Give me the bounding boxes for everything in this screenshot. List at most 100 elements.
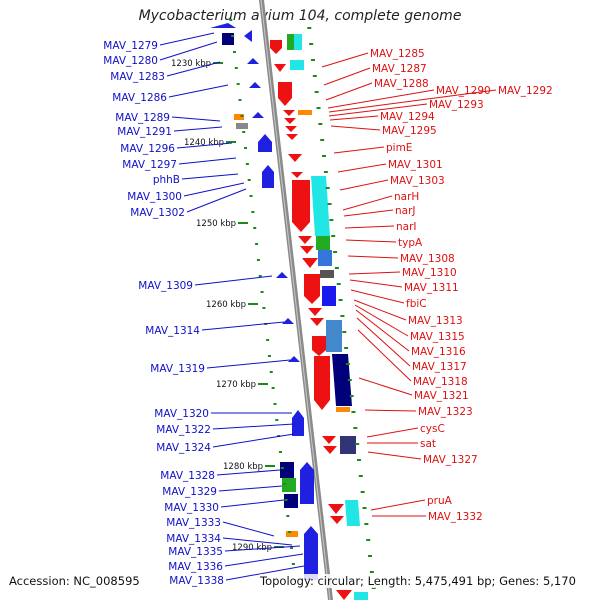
minus-gene-arrow: [247, 58, 259, 64]
gene-label[interactable]: MAV_1285: [370, 48, 425, 60]
plus-gene-arrow: [328, 504, 344, 514]
plus-gene-arrow: [314, 356, 330, 410]
gene-label[interactable]: MAV_1335: [168, 546, 223, 558]
gene-label[interactable]: MAV_1318: [413, 376, 468, 388]
accession-text: Accession: NC_008595: [9, 574, 140, 588]
gene-label[interactable]: MAV_1300: [127, 191, 182, 203]
gene-label[interactable]: pruA: [427, 495, 453, 507]
gene-label[interactable]: MAV_1308: [400, 253, 455, 265]
gene-label[interactable]: MAV_1314: [145, 325, 200, 337]
gene-leader-line: [171, 116, 221, 122]
plus-gene-arrow: [336, 590, 352, 600]
gene-label[interactable]: cysC: [420, 423, 445, 435]
gene-leader-line: [343, 209, 394, 217]
gene-label[interactable]: MAV_1287: [372, 63, 427, 75]
gene-label[interactable]: MAV_1296: [120, 143, 175, 155]
gene-leader-line: [350, 289, 405, 304]
gene-label[interactable]: MAV_1311: [404, 282, 459, 294]
gene-label[interactable]: MAV_1330: [164, 502, 219, 514]
gene-label[interactable]: MAV_1338: [169, 575, 224, 587]
gene-leader-line: [353, 299, 407, 321]
plus-strand-labels: MAV_1285 MAV_1287 MAV_1288 MAV_1290 MAV_1292…: [321, 48, 553, 523]
gene-label[interactable]: MAV_1289: [115, 112, 170, 124]
gene-leader-line: [321, 52, 369, 68]
plus-gene-block: [326, 320, 342, 352]
plus-gene-block: [316, 236, 330, 250]
gene-label[interactable]: MAV_1290: [436, 85, 491, 97]
gene-leader-line: [216, 469, 281, 476]
gene-label[interactable]: MAV_1320: [154, 408, 209, 420]
plus-gene-arrow: [322, 436, 336, 444]
gene-label[interactable]: MAV_1292: [498, 85, 553, 97]
gene-label[interactable]: MAV_1336: [168, 561, 223, 573]
gene-label[interactable]: MAV_1301: [388, 159, 443, 171]
minus-gene-arrow: [292, 410, 304, 436]
minus-gene-arrow: [244, 30, 252, 42]
gene-label[interactable]: MAV_1321: [414, 390, 469, 402]
gene-leader-line: [225, 565, 305, 581]
gene-label[interactable]: MAV_1283: [110, 71, 165, 83]
gene-label[interactable]: MAV_1295: [382, 125, 437, 137]
gene-leader-line: [194, 275, 273, 286]
plus-gene-arrow: [298, 236, 312, 244]
plus-gene-arrow: [285, 126, 297, 132]
gene-leader-line: [330, 125, 381, 131]
cyan-band-lower: [345, 500, 360, 526]
gene-label[interactable]: MAV_1315: [410, 331, 465, 343]
gene-label[interactable]: MAV_1322: [156, 424, 211, 436]
gene-label[interactable]: MAV_1323: [418, 406, 473, 418]
plus-gene-arrow: [312, 336, 326, 356]
gene-leader-line: [222, 521, 275, 537]
gene-label[interactable]: MAV_1316: [411, 346, 466, 358]
plus-gene-arrow: [288, 154, 302, 162]
gene-leader-line: [354, 304, 409, 337]
plus-gene-arrow: [283, 110, 295, 116]
minus-gene-arrow: [300, 462, 314, 504]
gene-label[interactable]: narI: [396, 221, 417, 233]
gene-label[interactable]: MAV_1328: [160, 470, 215, 482]
gene-label[interactable]: narH: [394, 191, 419, 203]
gene-label[interactable]: MAV_1291: [117, 126, 172, 138]
gene-label[interactable]: MAV_1317: [412, 361, 467, 373]
gene-label[interactable]: MAV_1332: [428, 511, 483, 523]
gene-label[interactable]: MAV_1329: [162, 486, 217, 498]
gene-label[interactable]: MAV_1303: [390, 175, 445, 187]
gene-leader-line: [327, 89, 435, 109]
gene-label[interactable]: phhB: [153, 174, 180, 186]
gene-label[interactable]: MAV_1319: [150, 363, 205, 375]
plus-gene-arrow: [308, 308, 322, 316]
gene-label[interactable]: MAV_1297: [122, 159, 177, 171]
gene-leader-line: [339, 179, 389, 191]
cyan-band-upper: [311, 176, 330, 236]
gene-label[interactable]: MAV_1286: [112, 92, 167, 104]
gene-label[interactable]: fbiC: [406, 298, 427, 310]
gene-leader-line: [166, 61, 221, 77]
plus-gene-arrow: [284, 118, 296, 124]
kbp-label: 1260 kbp: [206, 300, 246, 310]
gene-label[interactable]: MAV_1279: [103, 40, 158, 52]
gene-leader-line: [181, 173, 239, 180]
gene-leader-line: [212, 433, 295, 448]
gene-leader-line: [358, 377, 413, 396]
gene-label[interactable]: MAV_1302: [130, 207, 185, 219]
gene-label[interactable]: pimE: [386, 142, 412, 154]
gene-label[interactable]: MAV_1294: [380, 111, 435, 123]
gene-label[interactable]: MAV_1280: [103, 55, 158, 67]
gene-label[interactable]: MAV_1334: [166, 533, 221, 545]
gene-leader-line: [212, 423, 295, 430]
gene-label[interactable]: MAV_1288: [374, 78, 429, 90]
plus-strand-genes: [270, 34, 368, 600]
gene-label[interactable]: typA: [398, 237, 423, 249]
gene-leader-line: [325, 82, 373, 101]
minus-gene-arrow: [276, 272, 288, 278]
gene-label[interactable]: MAV_1327: [423, 454, 478, 466]
gene-label[interactable]: narJ: [395, 205, 416, 217]
gene-label[interactable]: MAV_1309: [138, 280, 193, 292]
gene-label[interactable]: MAV_1293: [429, 99, 484, 111]
gene-label[interactable]: MAV_1333: [166, 517, 221, 529]
gene-label[interactable]: MAV_1313: [408, 315, 463, 327]
plus-gene-block: [340, 436, 356, 454]
gene-label[interactable]: sat: [420, 438, 436, 450]
gene-label[interactable]: MAV_1310: [402, 267, 457, 279]
gene-label[interactable]: MAV_1324: [156, 442, 211, 454]
